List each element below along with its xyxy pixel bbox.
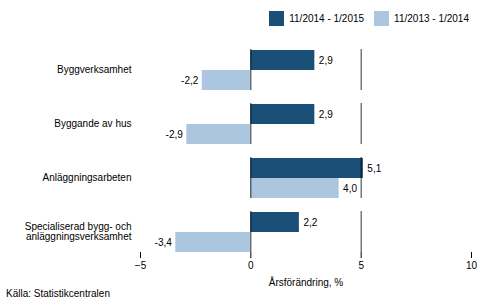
svg-text:2,2: 2,2 [303,217,317,228]
svg-text:−5: −5 [135,260,147,271]
svg-text:5: 5 [358,260,364,271]
svg-text:-3,4: -3,4 [155,237,173,248]
html-text:11/2013 - 1/2014: 11/2013 - 1/2014 [394,13,469,24]
svg-text:2,9: 2,9 [319,109,333,120]
svg-text:0: 0 [248,260,254,271]
svg-text:-2,9: -2,9 [166,129,184,140]
svg-text:Anläggningsarbeten: Anläggningsarbeten [43,172,132,183]
svg-text:10: 10 [466,260,478,271]
html-text:Källa: Statistikcentralen: Källa: Statistikcentralen [6,288,110,299]
svg-text:Specialiserad bygg- ochanläggn: Specialiserad bygg- ochanläggningsverksa… [25,221,132,242]
svg-text:2,9: 2,9 [319,55,333,66]
svg-text:-2,2: -2,2 [181,75,199,86]
svg-text:Byggande av hus: Byggande av hus [54,118,131,129]
svg-text:Byggverksamhet: Byggverksamhet [57,64,132,75]
svg-text:5,1: 5,1 [367,163,381,174]
svg-text:4,0: 4,0 [343,183,357,194]
svg-text:Årsförändring, %: Årsförändring, % [269,276,344,288]
html-text:11/2014 - 1/2015: 11/2014 - 1/2015 [289,13,365,24]
